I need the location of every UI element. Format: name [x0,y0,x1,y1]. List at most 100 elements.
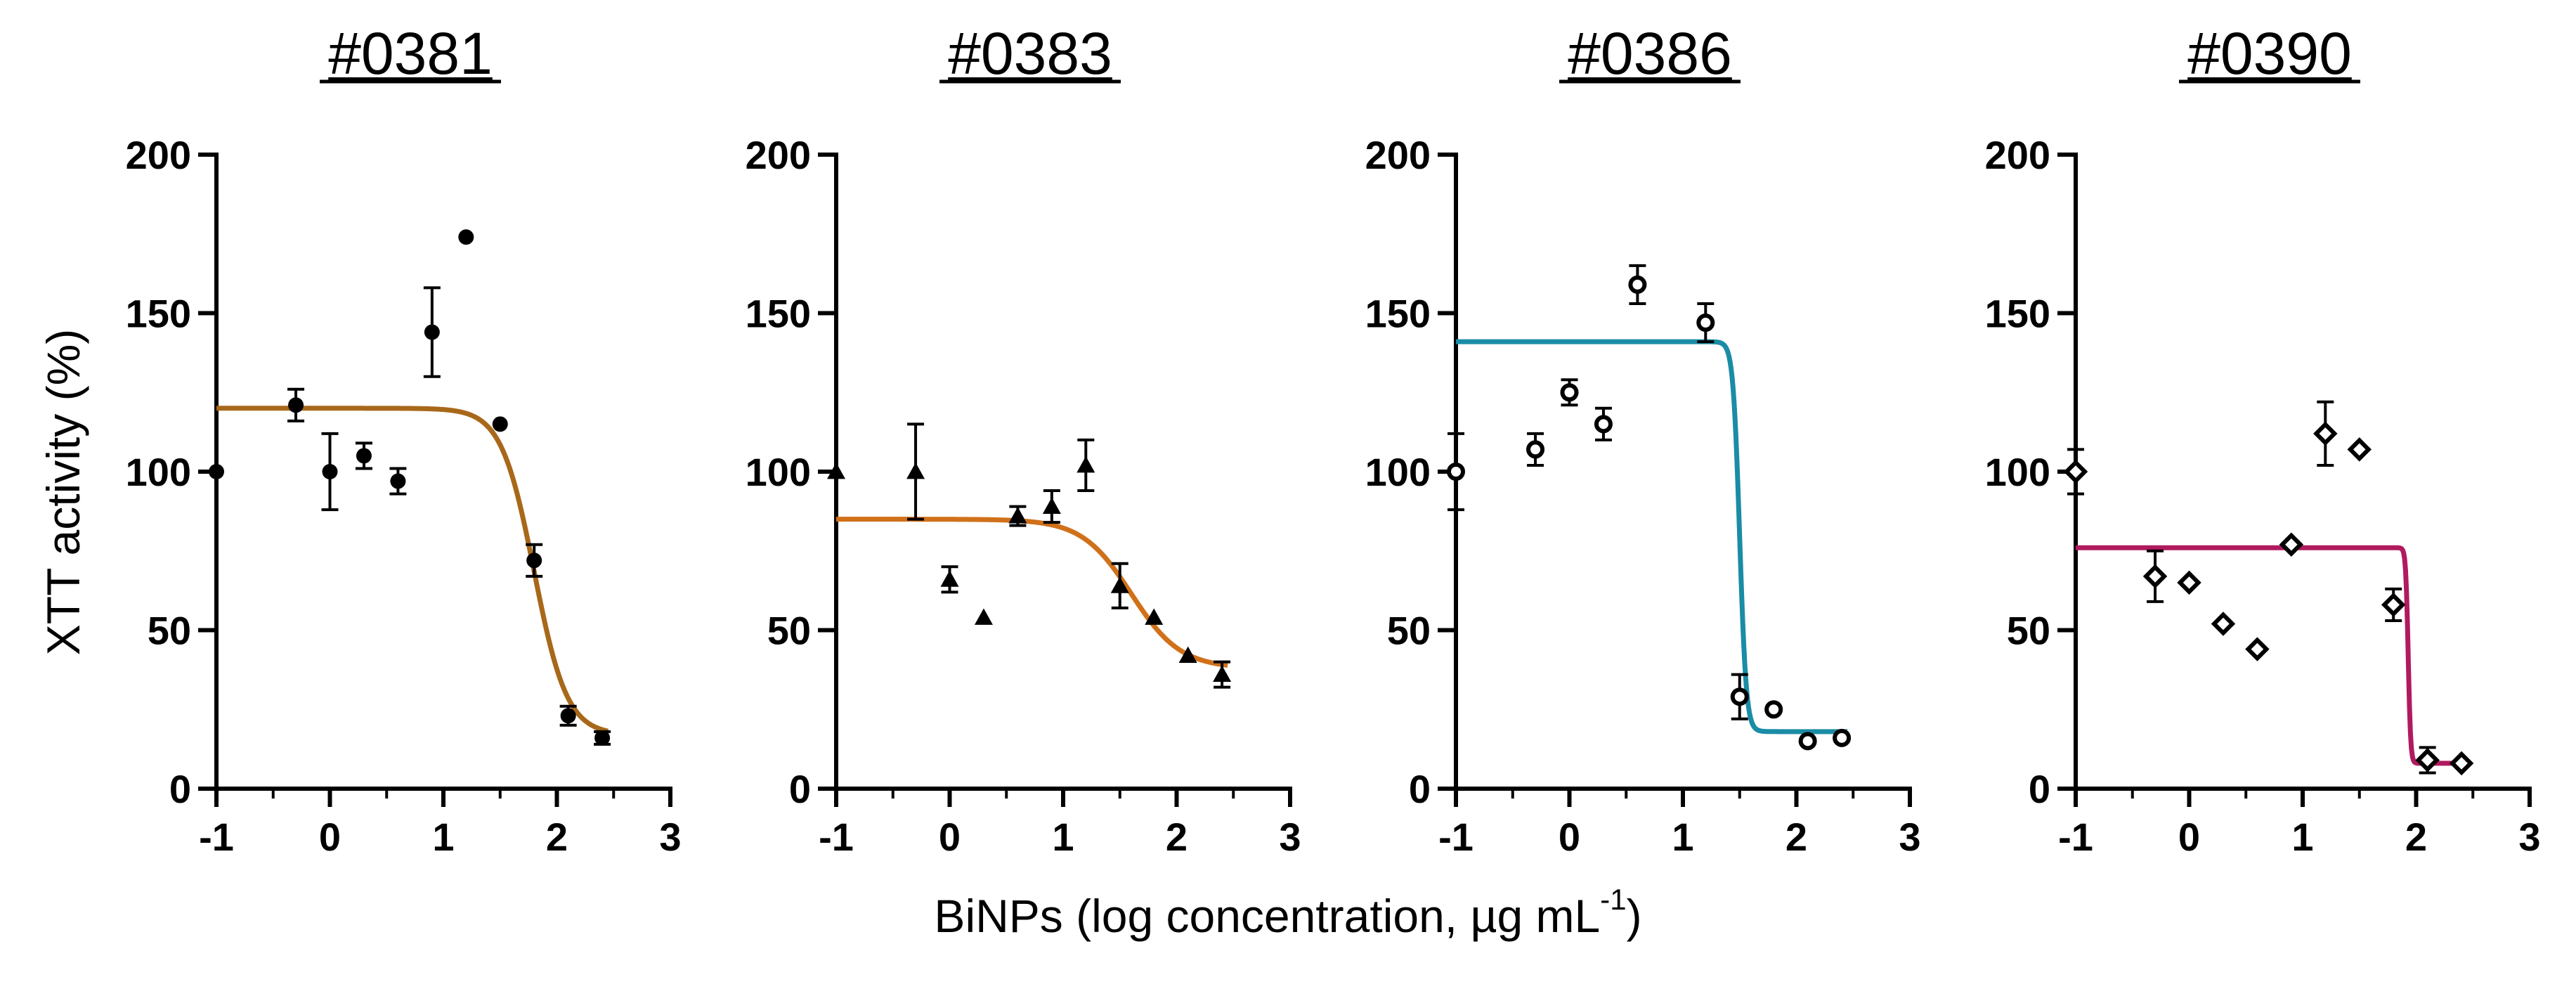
data-point [1526,440,1545,459]
x-tick-label: 3 [2518,815,2540,859]
y-tick-label: 100 [746,450,811,494]
y-tick-label: 200 [126,133,191,177]
fit-curve [2076,545,2468,766]
data-point [1833,728,1852,747]
x-tick-label: -1 [819,815,854,859]
data-point [492,416,508,432]
x-tick-label: 2 [546,815,568,859]
data-point [2245,637,2270,661]
y-tick-label: 50 [148,609,191,653]
data-point [2347,437,2372,462]
y-tick-label: 150 [1365,292,1431,336]
x-tick-label: 1 [2291,815,2313,859]
data-point [560,708,576,724]
x-tick-label: 1 [432,815,454,859]
x-tick-label: 0 [1559,815,1580,859]
chart-title: #0390 [2187,20,2352,86]
data-point [1178,646,1197,663]
data-point [356,448,372,464]
data-point [940,570,959,587]
x-tick-label: 0 [319,815,341,859]
data-point [288,397,304,413]
data-point [2177,570,2201,595]
x-tick-label: -1 [2058,815,2093,859]
data-point [390,473,406,489]
x-tick-label: 0 [939,815,961,859]
x-tick-label: 3 [1279,815,1301,859]
data-point [1764,700,1783,719]
x-tick-label: -1 [199,815,234,859]
data-point [974,608,993,625]
fit-curve [216,406,609,734]
y-tick-label: 0 [169,767,191,811]
data-point [1798,732,1817,751]
data-point [1145,608,1164,625]
data-point [458,229,474,245]
x-tick-label: 2 [2405,815,2427,859]
data-point [209,464,224,479]
data-point [1213,665,1232,683]
x-axis-title-superscript: -1 [1600,883,1627,916]
x-axis-title-end: ) [1626,890,1642,942]
y-tick-label: 200 [1365,133,1431,177]
x-tick-label: 0 [2178,815,2200,859]
x-tick-label: 3 [659,815,681,859]
data-point [1730,687,1749,706]
data-point [424,324,440,340]
x-tick-label: 1 [1052,815,1074,859]
data-point [322,464,338,479]
data-point [2142,564,2168,589]
y-tick-label: 150 [1985,292,2050,336]
data-point [2381,593,2406,617]
data-point [1076,455,1095,473]
data-point [1696,313,1715,332]
data-point [1008,507,1027,524]
y-tick-label: 100 [126,450,191,494]
chart-title: #0383 [948,20,1112,86]
data-point [2313,421,2338,446]
x-tick-label: 3 [1899,815,1920,859]
x-tick-label: 1 [1672,815,1693,859]
y-axis-title: XTT activity (%) [37,328,89,656]
x-axis-title: BiNPs (log concentration, µg mL-1) [0,885,2576,943]
data-point [1042,497,1061,515]
data-point [2279,532,2304,557]
x-tick-label: 2 [1785,815,1807,859]
chart-title: #0381 [328,20,493,86]
data-point [594,730,611,746]
data-point [1594,415,1613,434]
x-axis-title-main: BiNPs (log concentration, µg mL [934,890,1601,942]
data-point [1110,576,1129,593]
y-tick-label: 200 [1985,133,2050,177]
data-point [2211,612,2236,636]
y-tick-label: 50 [2007,609,2050,653]
data-point [2449,751,2474,776]
data-point [526,552,542,569]
y-tick-label: 0 [2029,767,2050,811]
x-tick-label: -1 [1438,815,1474,859]
data-point [2063,459,2088,484]
y-tick-label: 200 [746,133,811,177]
y-tick-label: 50 [767,609,811,653]
data-point [1560,383,1579,402]
fit-curve [1456,339,1848,735]
y-tick-label: 100 [1365,450,1431,494]
y-tick-label: 0 [1409,767,1431,811]
chart-title: #0386 [1568,20,1732,86]
data-point [2415,748,2440,773]
y-tick-label: 150 [746,292,811,336]
y-tick-label: 50 [1387,609,1431,653]
fit-curve [836,517,1228,668]
data-point [1628,275,1647,294]
y-tick-label: 100 [1985,450,2050,494]
y-tick-label: 0 [789,767,811,811]
data-point [1447,463,1465,481]
x-tick-label: 2 [1166,815,1188,859]
data-point [827,463,845,479]
